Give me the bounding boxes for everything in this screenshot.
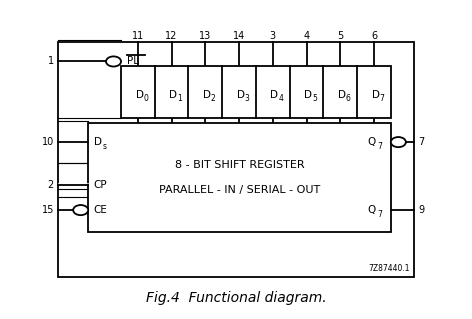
Text: s: s [102, 142, 106, 151]
Text: 6: 6 [371, 31, 377, 41]
Text: Q: Q [367, 137, 376, 147]
Text: D: D [338, 90, 346, 100]
Text: CP: CP [94, 180, 108, 190]
Text: D: D [135, 90, 143, 100]
Text: D: D [169, 90, 177, 100]
Text: 7: 7 [418, 137, 424, 147]
Circle shape [106, 56, 121, 67]
Text: 1: 1 [48, 56, 54, 66]
Circle shape [391, 137, 406, 147]
Text: Fig.4  Functional diagram.: Fig.4 Functional diagram. [146, 291, 326, 305]
Bar [121, 66, 391, 118]
Text: D: D [371, 90, 379, 100]
Text: D: D [304, 90, 312, 100]
Text: CE: CE [94, 205, 108, 215]
Text: 0: 0 [143, 94, 148, 103]
Text: 2: 2 [48, 180, 54, 190]
Text: 15: 15 [42, 205, 54, 215]
Text: 7: 7 [378, 210, 383, 219]
Text: 10: 10 [42, 137, 54, 147]
Text: D: D [94, 137, 102, 147]
Text: D: D [237, 90, 245, 100]
Text: D: D [270, 90, 278, 100]
Text: 8 - BIT SHIFT REGISTER: 8 - BIT SHIFT REGISTER [175, 160, 304, 170]
Text: 1: 1 [177, 94, 182, 103]
Text: 5: 5 [312, 94, 317, 103]
Text: PL: PL [126, 56, 139, 66]
Text: 3: 3 [244, 94, 250, 103]
Text: 6: 6 [346, 94, 351, 103]
Text: 13: 13 [199, 31, 211, 41]
Text: 7: 7 [378, 142, 383, 151]
Text: 3: 3 [270, 31, 276, 41]
Bar [88, 123, 391, 232]
Text: D: D [203, 90, 211, 100]
Text: PARALLEL - IN / SERIAL - OUT: PARALLEL - IN / SERIAL - OUT [159, 185, 320, 195]
Text: 12: 12 [166, 31, 178, 41]
Text: 5: 5 [337, 31, 344, 41]
Text: 7: 7 [379, 94, 385, 103]
Text: 7Z87440.1: 7Z87440.1 [368, 264, 410, 273]
Text: 11: 11 [132, 31, 144, 41]
Text: Q: Q [367, 205, 376, 215]
Text: 2: 2 [211, 94, 216, 103]
Bar [58, 42, 414, 277]
Text: 4: 4 [278, 94, 283, 103]
Text: 9: 9 [418, 205, 424, 215]
Text: 4: 4 [303, 31, 310, 41]
Circle shape [73, 205, 88, 215]
Text: 14: 14 [233, 31, 245, 41]
